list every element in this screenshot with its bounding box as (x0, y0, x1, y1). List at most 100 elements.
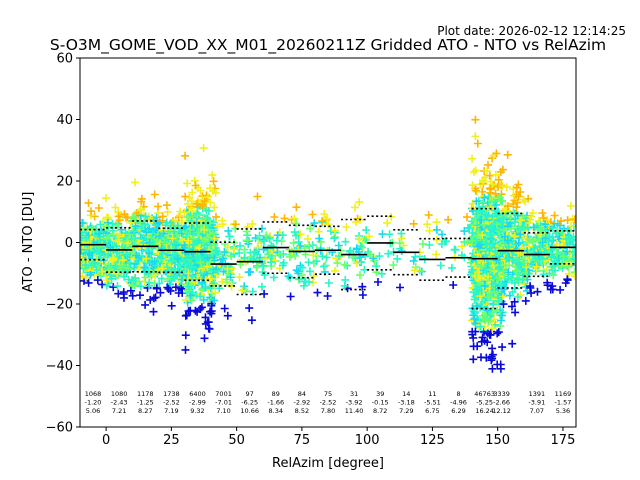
annotation-12-2: 7.29 (399, 407, 413, 415)
data-point-2305 (503, 150, 512, 159)
data-point-1346 (226, 273, 235, 282)
data-point-2358 (502, 183, 511, 192)
data-point-2170 (468, 265, 477, 274)
annotation-17-2: 7.07 (530, 407, 544, 415)
data-point-2229 (487, 265, 495, 274)
data-point-2058 (487, 196, 496, 205)
data-point-1567 (436, 261, 445, 270)
data-point-1298 (212, 265, 221, 274)
bin-annotations: 1068-1.205.06 1080-2.437.21 1178-1.258.27 1… (85, 390, 572, 415)
data-point-1370 (323, 292, 332, 300)
data-point-2728 (536, 225, 545, 234)
annotation-10-2: 11.40 (345, 407, 364, 415)
data-point-1244 (184, 282, 193, 291)
data-point-2324 (510, 297, 519, 306)
data-point-2490 (516, 230, 525, 239)
data-point-2213 (477, 216, 486, 224)
data-point-1382 (304, 258, 313, 267)
data-point-1245 (198, 248, 207, 257)
data-point-1538 (432, 218, 441, 227)
data-point-551 (144, 269, 153, 278)
data-point-686 (171, 283, 180, 292)
y-tick-label-0: −60 (46, 421, 73, 436)
data-point-1551 (444, 215, 453, 224)
data-point-1875 (473, 139, 482, 148)
data-point-1007 (209, 177, 218, 186)
y-tick-label-6: 60 (56, 52, 73, 67)
data-point-1314 (244, 237, 253, 246)
data-point-683 (177, 284, 186, 293)
data-point-1501 (309, 251, 318, 260)
data-point-1491 (358, 291, 367, 299)
data-point-2717 (552, 249, 561, 258)
data-point-1239 (206, 274, 215, 283)
data-point-2474 (510, 278, 519, 287)
annotation-4-1: -2.99 (189, 399, 206, 407)
data-point-2240 (477, 337, 486, 346)
data-point-779 (158, 216, 167, 225)
data-point-1240 (203, 318, 212, 327)
data-point-1198 (180, 208, 189, 217)
data-point-2715 (529, 223, 538, 232)
data-point-1330 (240, 253, 249, 262)
data-point-1521 (334, 241, 343, 250)
annotation-14-1: -4.96 (450, 399, 467, 407)
data-point-1218 (200, 283, 209, 292)
data-point-2545 (528, 237, 537, 246)
data-point-1249 (181, 265, 190, 274)
annotation-18-0: 1169 (555, 390, 572, 398)
data-point-2133 (485, 230, 494, 239)
data-point-772 (162, 263, 171, 272)
data-point-171 (81, 260, 90, 269)
data-point-2373 (511, 308, 520, 317)
data-point-1304 (248, 287, 257, 296)
data-point-2231 (496, 197, 505, 205)
data-point-1478 (299, 281, 308, 290)
data-point-178 (98, 280, 107, 289)
data-point-1563 (451, 245, 460, 254)
data-point-1341 (225, 232, 234, 241)
annotation-12-0: 14 (402, 390, 410, 398)
data-point-2722 (532, 262, 541, 271)
plot-date: Plot date: 2026-02-12 12:14:25 (437, 24, 626, 38)
data-point-1533 (425, 241, 434, 249)
data-point-1517 (261, 255, 270, 263)
annotation-2-1: -1.25 (137, 399, 154, 407)
data-point-2386 (516, 188, 525, 196)
annotation-5-0: 7001 (215, 390, 232, 398)
data-point-468 (149, 307, 158, 316)
annotation-6-1: -6.25 (241, 399, 258, 407)
data-point-168 (80, 218, 87, 227)
data-point-1308 (215, 284, 224, 293)
data-point-2151 (469, 342, 478, 351)
annotation-2-0: 1178 (137, 390, 154, 398)
annotation-17-0: 1391 (529, 390, 546, 398)
data-point-2279 (508, 302, 516, 311)
data-point-2685 (527, 259, 536, 268)
data-point-1439 (291, 251, 300, 260)
data-point-1331 (245, 304, 254, 313)
data-point-527 (140, 263, 149, 272)
data-point-364 (123, 239, 132, 247)
data-point-1157 (196, 292, 205, 301)
data-point-1191 (209, 279, 218, 288)
data-point-1573 (411, 252, 420, 261)
data-point-791 (162, 218, 171, 227)
data-point-1998 (483, 329, 492, 338)
data-point-565 (129, 237, 138, 245)
data-point-447 (141, 300, 150, 309)
data-point-1033 (188, 188, 197, 197)
data-point-2088 (498, 292, 507, 301)
data-point-1459 (285, 252, 294, 261)
data-point-1171 (190, 277, 199, 286)
annotation-16-2: 12.12 (492, 407, 511, 415)
data-point-1386 (314, 227, 323, 236)
data-point-1247 (210, 253, 219, 262)
data-point-102 (96, 220, 105, 229)
data-point-1967 (494, 328, 503, 337)
data-point-2494 (518, 275, 527, 284)
data-point-576 (163, 207, 172, 216)
data-point-1990 (469, 311, 478, 320)
data-point-2612 (566, 201, 575, 210)
data-point-1201 (203, 262, 212, 271)
